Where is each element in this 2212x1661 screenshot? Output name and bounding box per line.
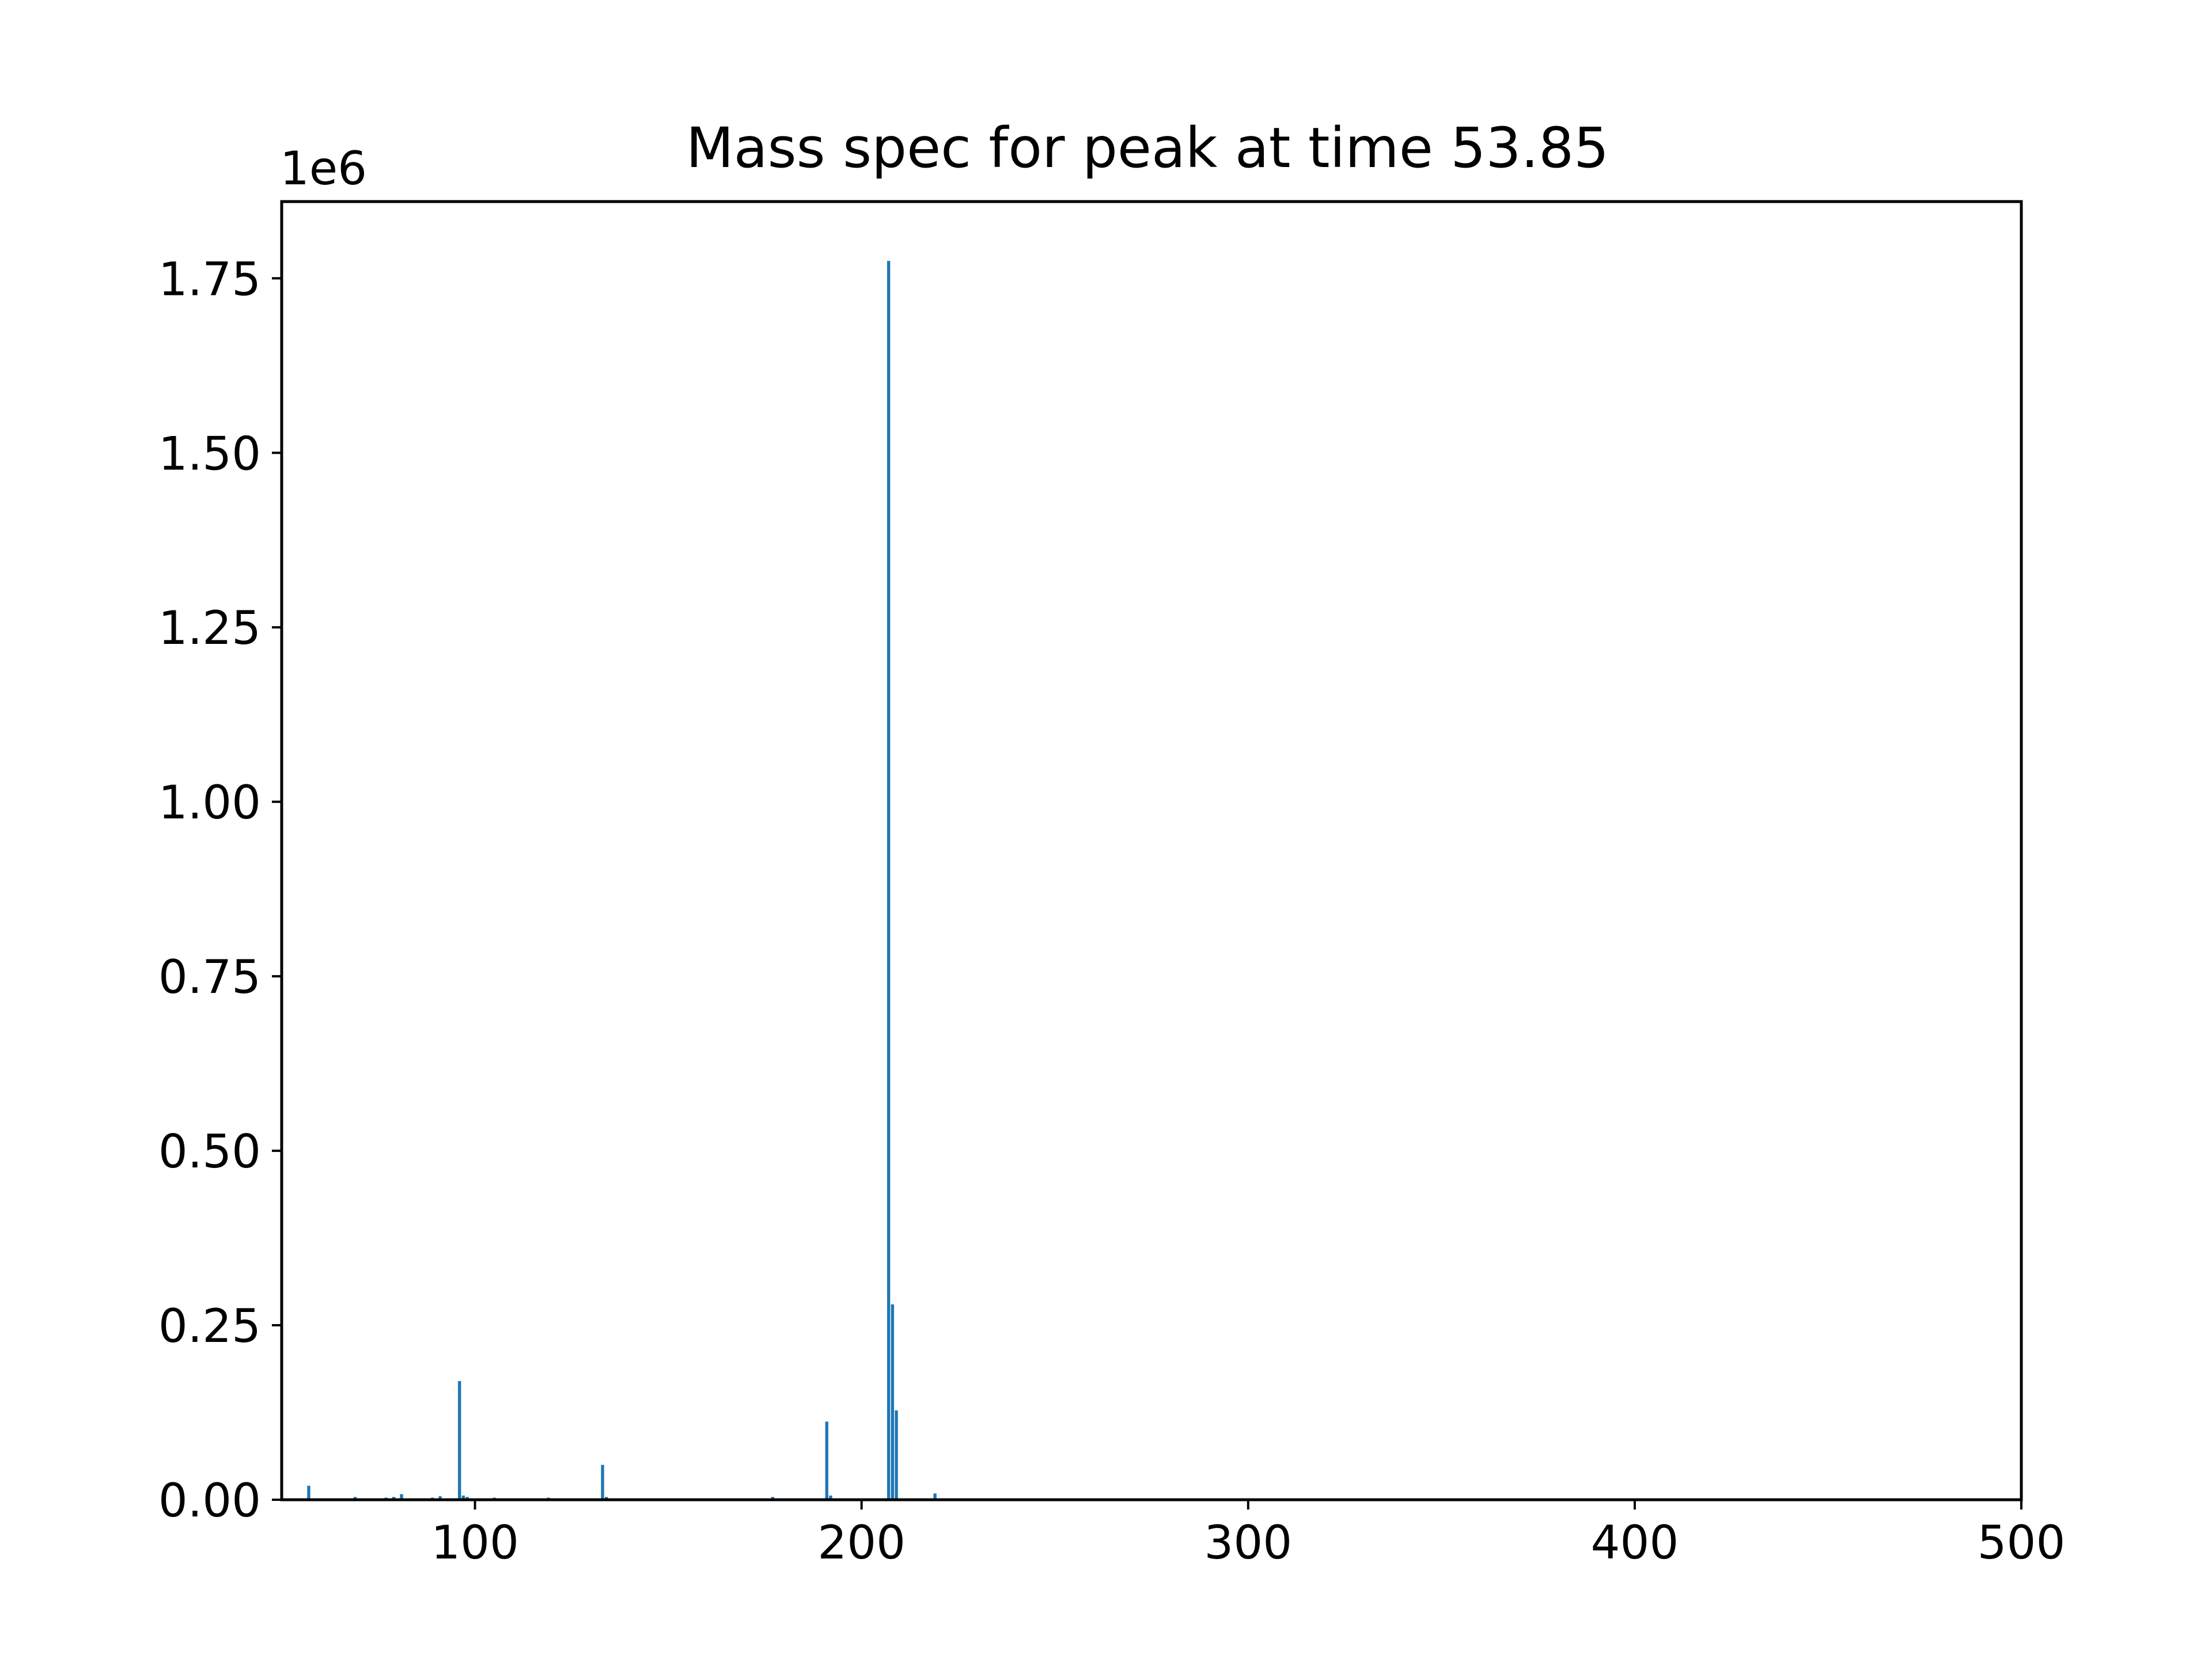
bar-mz-97 [461,1495,465,1500]
y-tick-label-0: 0.00 [158,1474,261,1527]
bar-mz-207 [887,261,891,1500]
chart-title: Mass spec for peak at time 53.85 [686,116,1609,180]
bar-mz-91 [438,1496,442,1500]
bar-mz-192 [829,1495,832,1500]
bar-mz-81 [400,1494,403,1500]
x-tick-label-300: 300 [1204,1516,1292,1569]
x-tick-label-400: 400 [1591,1516,1679,1569]
x-tick-label-500: 500 [1978,1516,2066,1569]
bar-mz-57 [307,1485,310,1500]
y-axis-ticks: 0.00 0.25 0.50 0.75 1.00 1.25 1.50 1.75 [158,252,282,1527]
plot-area-frame [280,200,2023,1501]
y-tick-label-7: 1.75 [158,252,261,306]
y-tick-label-1: 0.25 [158,1299,261,1353]
bar-mz-191 [825,1421,828,1500]
bar-mz-133 [601,1465,604,1500]
y-tick-label-3: 0.75 [158,950,261,1004]
bar-mz-219 [933,1493,937,1500]
y-tick-label-2: 0.50 [158,1125,261,1178]
y-axis-offset-label: 1e6 [280,142,367,195]
bar-mz-208 [891,1304,895,1500]
y-tick-label-5: 1.25 [158,601,261,655]
x-axis-ticks: 100 200 300 400 500 [431,1500,2065,1569]
y-tick-label-6: 1.50 [158,427,261,480]
bar-mz-96 [458,1381,461,1500]
y-tick-label-4: 1.00 [158,776,261,829]
x-tick-label-100: 100 [431,1516,519,1569]
bar-mz-209 [895,1410,898,1500]
x-tick-label-200: 200 [817,1516,906,1569]
